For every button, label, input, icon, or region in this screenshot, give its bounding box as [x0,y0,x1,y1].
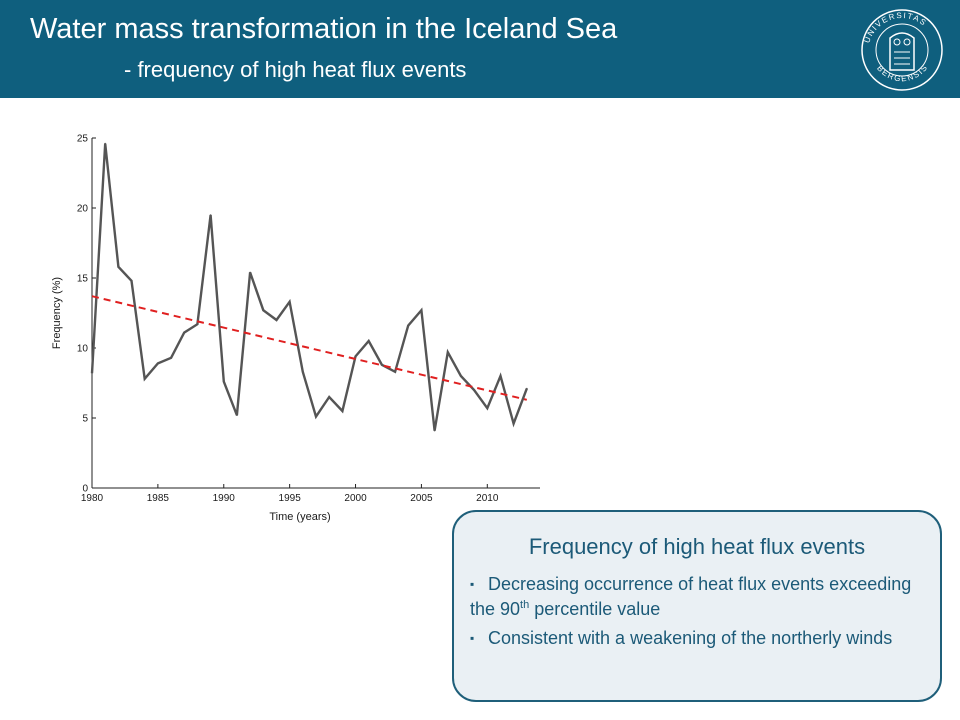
data-point [288,301,291,303]
chart-series [90,142,528,432]
data-point [446,351,449,353]
data-point [512,422,515,425]
bullet-text-end: percentile value [529,599,661,619]
data-point [486,407,489,410]
chart-ticks: 0 5 10 15 20 25 1980 1985 1990 1995 2000 2005 2010 [77,134,499,505]
data-point [143,378,146,380]
slide-title: Water mass transformation in the Iceland… [30,13,618,45]
data-point [117,266,120,268]
data-point [407,324,410,327]
summary-box: Frequency of high heat flux events ▪ Decr… [452,510,942,702]
summary-bullet: ▪ Decreasing occurrence of heat flux even… [470,572,928,622]
y-tick-label: 5 [82,414,88,425]
x-axis-label: Time (years) [269,511,330,523]
data-point [367,340,370,342]
x-tick-label: 2000 [344,493,367,504]
data-point [433,429,436,432]
data-point [196,323,199,325]
data-point [328,396,330,398]
svg-text:BERGENSIS: BERGENSIS [875,63,930,84]
slide-subtitle: - frequency of high heat flux events [124,57,467,82]
bullet-superscript: th [520,599,530,611]
data-point [302,371,304,373]
data-point [526,387,528,390]
y-axis-label: Frequency (%) [51,277,63,349]
x-tick-label: 1985 [147,493,170,504]
data-point [315,415,317,418]
trend-line [91,295,528,401]
data-point [249,271,251,274]
data-point [209,214,212,216]
y-tick-label: 10 [77,344,89,355]
data-point [222,380,225,383]
data-point [130,280,133,282]
header-bar: Water mass transformation in the Iceland… [0,0,960,98]
y-tick-label: 20 [77,204,89,215]
data-point [354,355,357,358]
summary-bullet: ▪ Consistent with a weakening of the nort… [470,626,928,651]
data-point [394,371,396,373]
y-tick-label: 25 [77,134,89,145]
frequency-line-chart: 0 5 10 15 20 25 1980 1985 1990 1995 2000 2005 2010 T… [51,134,540,523]
data-point [157,362,159,365]
data-point [183,331,186,334]
x-tick-label: 1990 [213,493,236,504]
data-point [381,364,383,366]
data-point [262,309,265,311]
bullet-text: Decreasing occurrence of heat flux event… [470,574,912,619]
x-tick-label: 1995 [279,493,302,504]
bullet-text: Consistent with a weakening of the north… [488,628,893,648]
x-tick-label: 1980 [81,493,104,504]
data-point [499,375,502,377]
data-point [341,410,344,412]
frequency-series-line [90,143,528,431]
data-point [473,389,475,391]
square-bullet-icon: ▪ [470,577,475,591]
data-point [104,142,106,145]
data-point [170,357,172,359]
y-tick-label: 0 [82,484,88,495]
data-point [236,414,238,417]
university-seal-icon: UNIVERSITAS BERGENSIS [861,9,943,91]
data-point [275,319,278,321]
summary-bullet-list: ▪ Decreasing occurrence of heat flux even… [470,572,928,655]
x-tick-label: 2010 [476,493,499,504]
y-tick-label: 15 [77,274,89,285]
square-bullet-icon: ▪ [470,631,475,645]
data-point [91,372,93,374]
chart-axes [91,138,540,489]
x-tick-label: 2005 [410,493,433,504]
data-point [460,375,462,377]
data-point [420,309,423,311]
summary-box-title: Frequency of high heat flux events [528,534,866,559]
